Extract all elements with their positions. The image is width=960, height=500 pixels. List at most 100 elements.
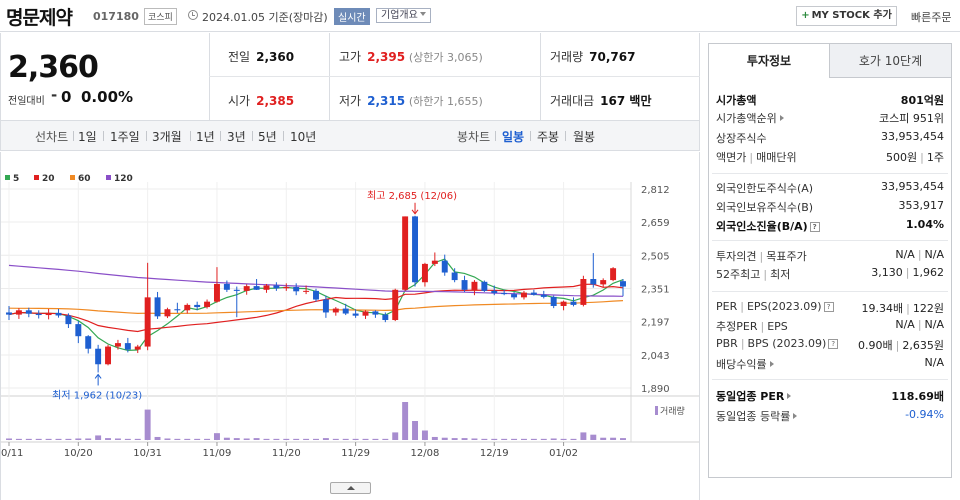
info-value-text: 122원 <box>912 302 944 315</box>
info-value-text: 1,962 <box>912 266 945 279</box>
info-label-text: PER <box>716 300 738 313</box>
volume-bar <box>600 437 607 440</box>
volume-bar <box>35 438 42 440</box>
divider <box>252 131 253 141</box>
ma-line-120 <box>8 264 624 297</box>
corp-overview-dropdown[interactable]: 기업개요 <box>376 8 431 23</box>
info-icon[interactable]: ? <box>809 222 820 232</box>
candle-body <box>471 281 478 290</box>
quick-order-link[interactable]: 빠른주문 <box>911 11 952 24</box>
candles <box>6 215 626 373</box>
info-value-text: 33,953,454 <box>881 180 944 193</box>
candlestick-chart[interactable]: 5 20 60 120 2,812 2,659 2,505 2,351 2,197 2,043 1… <box>1 152 699 500</box>
as-of-date: 2024.01.05 기준(장마감) <box>202 11 328 24</box>
candle-body <box>35 313 42 316</box>
volume-bar <box>85 438 92 440</box>
info-row: 액면가 | 매매단위 500원 | 1주 <box>709 147 951 166</box>
separator: | <box>763 268 768 281</box>
volume-bar <box>550 438 557 440</box>
info-label-text: BPS (2023.09) <box>747 337 827 350</box>
period-1y[interactable]: 1년 <box>196 130 215 144</box>
period-3m[interactable]: 3개월 <box>152 130 182 144</box>
arrow-right-icon[interactable] <box>793 413 798 419</box>
candle-body <box>164 309 171 317</box>
info-label-text: 목표주가 <box>766 250 807 263</box>
separator: | <box>920 151 924 164</box>
tab-order-book[interactable]: 호가 10단계 <box>829 43 952 78</box>
volume-bar <box>184 438 191 440</box>
candle-body <box>421 263 428 283</box>
candle-body <box>412 216 419 283</box>
period-1w[interactable]: 1주일 <box>110 130 140 144</box>
info-icon[interactable]: ? <box>823 302 834 312</box>
stock-code: 017180 <box>93 10 139 23</box>
tab-invest-info[interactable]: 투자정보 <box>708 43 830 78</box>
candle-body <box>590 279 597 285</box>
candle-weekly[interactable]: 주봉 <box>537 130 560 144</box>
info-value-text: 0.90배 <box>858 339 893 352</box>
arrow-right-icon[interactable] <box>779 115 784 121</box>
info-value-text: N/A <box>924 356 944 369</box>
candle-body <box>580 279 587 305</box>
period-3y[interactable]: 3년 <box>227 130 246 144</box>
info-icon[interactable]: ? <box>828 339 839 349</box>
info-row: 상장주식수 33,953,454 <box>709 128 951 147</box>
volume-bar <box>154 436 161 440</box>
info-label-text: 액면가 <box>716 151 747 164</box>
candle-body <box>520 292 527 298</box>
y-tick-label: 2,197 <box>641 318 670 329</box>
info-label-text: 배당수익률 <box>716 358 767 371</box>
period-1d[interactable]: 1일 <box>78 130 97 144</box>
info-label: 배당수익률 <box>716 356 774 372</box>
candle-daily[interactable]: 일봉 <box>502 130 525 144</box>
x-tick-label: 12/08 <box>411 448 440 459</box>
info-label: 투자의견 | 목표주가 <box>716 248 807 264</box>
candle-body <box>610 268 617 281</box>
period-10y[interactable]: 10년 <box>290 130 317 144</box>
candle-body <box>85 336 92 349</box>
volume-legend-swatch <box>655 406 658 415</box>
realtime-button[interactable]: 실시간 <box>334 8 370 25</box>
candle-body <box>25 310 32 314</box>
info-label: 시가총액순위 <box>716 110 784 126</box>
info-row: PER | EPS(2023.09)? 19.34배 | 122원 <box>709 298 951 317</box>
candle-monthly[interactable]: 월봉 <box>573 130 596 144</box>
change-mark: - <box>51 86 58 104</box>
divider <box>209 76 700 77</box>
info-value: 0.90배 | 2,635원 <box>858 337 944 353</box>
high-arrow-head <box>411 209 419 215</box>
candle-body <box>124 343 131 350</box>
add-my-stock-button[interactable]: + MY STOCK 추가 <box>796 6 897 26</box>
volume-bar <box>243 438 250 440</box>
info-value-text: 1주 <box>926 151 944 164</box>
divider <box>73 131 74 141</box>
open-price: 시가 2,385 <box>228 92 294 109</box>
candle-body <box>550 296 557 306</box>
price-chart[interactable]: 5 20 60 120 2,812 2,659 2,505 2,351 2,197 2,043 1… <box>0 152 700 500</box>
volume-bar <box>332 438 339 440</box>
info-label: 상장주식수 <box>716 130 767 146</box>
arrow-right-icon[interactable] <box>769 361 774 367</box>
invest-info-table: 시가총액 801억원 시가총액순위 코스피 951위 상장주식수 33,953,454 액면… <box>708 78 952 478</box>
arrow-right-icon[interactable] <box>787 393 792 399</box>
info-value-text: 1.04% <box>905 218 944 231</box>
info-label: 외국인한도주식수(A) <box>716 180 813 196</box>
chart-scroll-handle[interactable] <box>330 482 371 494</box>
company-name[interactable]: 명문제약 <box>6 7 73 29</box>
volume-bar <box>95 435 102 440</box>
market-badge: 코스피 <box>144 8 177 25</box>
volume-bar <box>402 402 409 440</box>
period-5y[interactable]: 5년 <box>258 130 277 144</box>
volume-bar <box>45 438 52 440</box>
chart-grid <box>1 182 699 443</box>
divider <box>220 131 221 141</box>
candle-body <box>303 290 310 292</box>
candle-body <box>174 309 181 311</box>
prev-close: 전일 2,360 <box>228 48 294 65</box>
chart-period-bar: 선차트 1일 1주일 3개월 1년 3년 5년 10년 봉차트 일봉 주봉 월봉 <box>0 121 700 151</box>
divider <box>565 131 566 141</box>
ma-line-60 <box>8 300 624 315</box>
candle-body <box>402 216 409 290</box>
high-price: 고가 2,395 (상한가 3,065) <box>339 48 483 65</box>
x-tick-label: 11/20 <box>272 448 301 459</box>
